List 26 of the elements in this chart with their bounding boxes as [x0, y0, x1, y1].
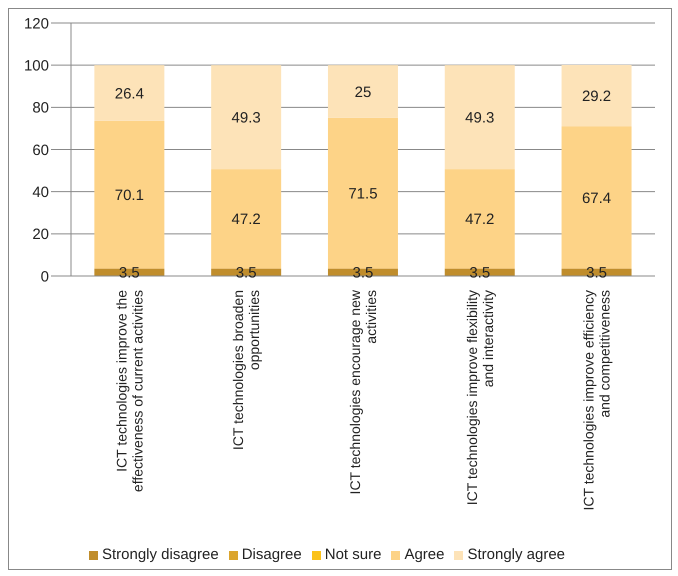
data-label: 25 [354, 84, 372, 101]
legend-label: Strongly disagree [102, 546, 219, 563]
x-tick-label: ICT technologies broaden opportunities [230, 290, 262, 450]
data-label: 47.2 [465, 211, 494, 228]
x-tick-label: ICT technologies improve the effectiveness of current activities [113, 290, 146, 492]
y-tick-label: 0 [40, 268, 49, 286]
data-label: 47.2 [232, 211, 261, 228]
data-label: 67.4 [582, 190, 612, 207]
y-tick-label: 20 [32, 226, 49, 244]
x-tick-label: ICT technologies encourage new activities [347, 289, 379, 494]
y-tick-label: 60 [32, 142, 49, 159]
x-tick-label: ICT technologies improve flexibility and interactivity [464, 290, 496, 506]
y-tick-label: 80 [32, 100, 49, 117]
data-label: 29.2 [582, 88, 612, 106]
data-label: 49.3 [232, 109, 261, 126]
legend-label: Agree [404, 546, 444, 563]
y-tick-label: 40 [32, 184, 49, 201]
data-label: 70.1 [114, 187, 144, 204]
data-label: 71.5 [348, 186, 378, 203]
data-label: 26.4 [114, 85, 144, 102]
y-tick-label: 100 [24, 57, 49, 74]
legend-label: Not sure [324, 546, 382, 563]
legend-label: Disagree [242, 546, 302, 563]
y-tick-label: 120 [24, 15, 49, 32]
data-label: 49.3 [465, 109, 494, 126]
legend-label: Strongly agree [467, 546, 566, 563]
